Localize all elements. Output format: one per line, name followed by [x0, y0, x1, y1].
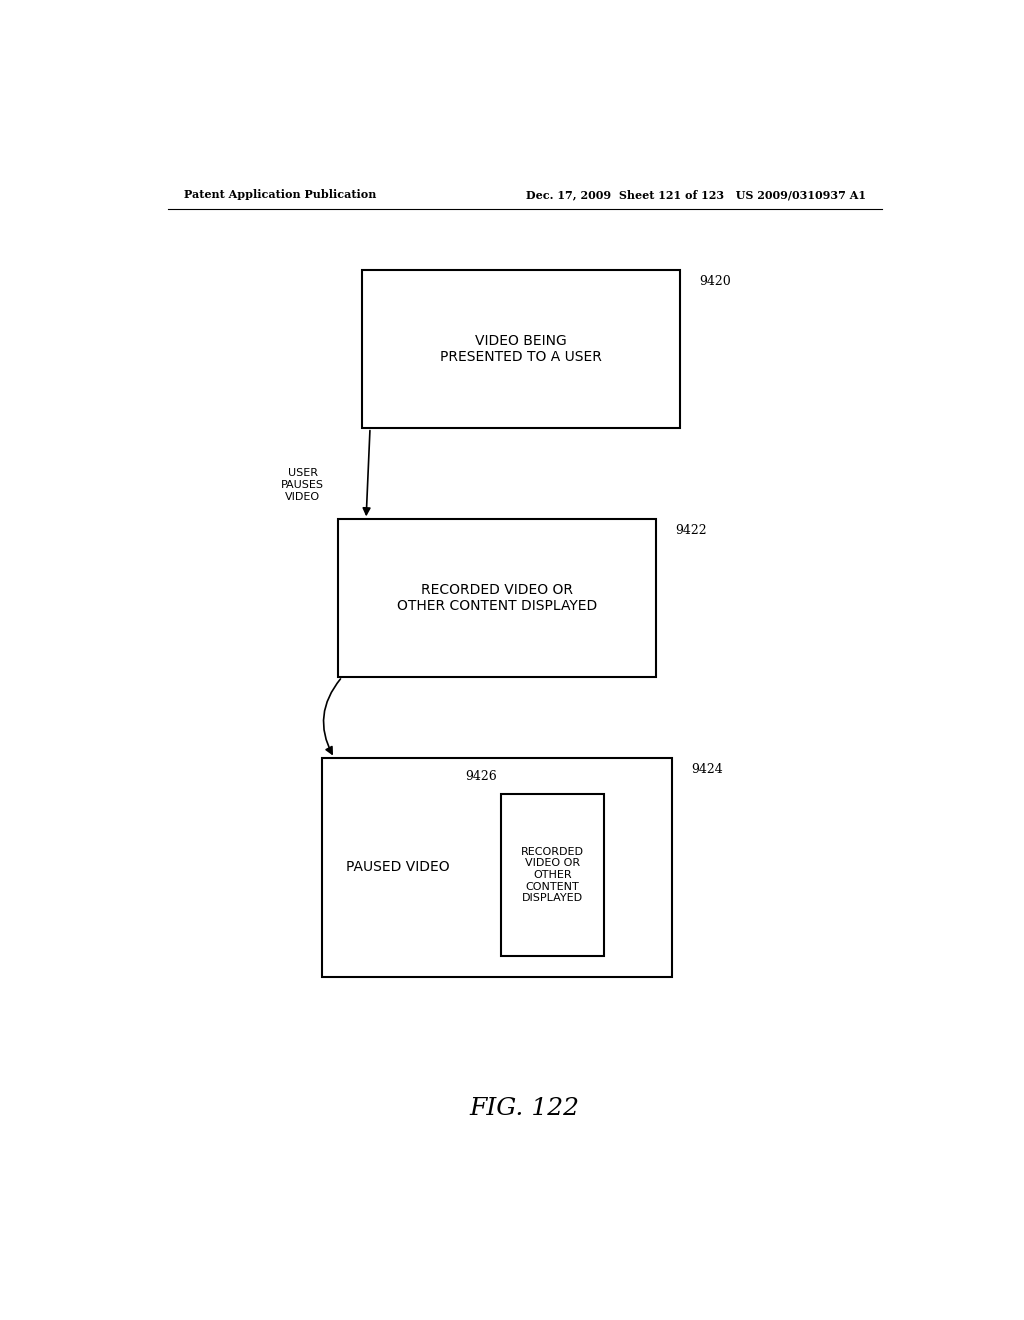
Text: Dec. 17, 2009  Sheet 121 of 123   US 2009/0310937 A1: Dec. 17, 2009 Sheet 121 of 123 US 2009/0…	[526, 190, 866, 201]
Text: VIDEO BEING
PRESENTED TO A USER: VIDEO BEING PRESENTED TO A USER	[440, 334, 602, 364]
Text: USER
PAUSES
VIDEO: USER PAUSES VIDEO	[282, 469, 324, 502]
FancyBboxPatch shape	[362, 271, 680, 428]
Text: RECORDED VIDEO OR
OTHER CONTENT DISPLAYED: RECORDED VIDEO OR OTHER CONTENT DISPLAYE…	[397, 583, 597, 612]
Text: 9424: 9424	[691, 763, 723, 776]
Text: 9426: 9426	[465, 771, 497, 784]
FancyBboxPatch shape	[501, 793, 604, 956]
Text: FIG. 122: FIG. 122	[470, 1097, 580, 1121]
FancyBboxPatch shape	[323, 758, 672, 977]
Text: PAUSED VIDEO: PAUSED VIDEO	[346, 861, 450, 874]
Text: Patent Application Publication: Patent Application Publication	[183, 190, 376, 201]
Text: 9422: 9422	[676, 524, 708, 537]
Text: 9420: 9420	[699, 276, 731, 288]
FancyBboxPatch shape	[338, 519, 655, 677]
Text: RECORDED
VIDEO OR
OTHER
CONTENT
DISPLAYED: RECORDED VIDEO OR OTHER CONTENT DISPLAYE…	[521, 846, 584, 903]
